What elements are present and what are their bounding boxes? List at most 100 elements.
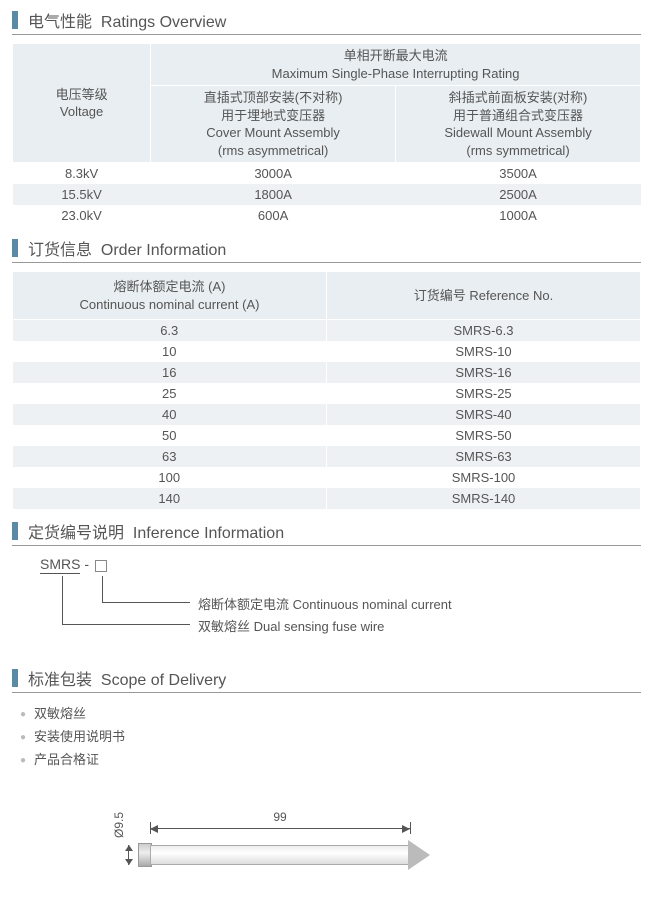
table-row: 16SMRS-16 (13, 362, 641, 383)
table-row: 140SMRS-140 (13, 488, 641, 509)
table-row: 6.3SMRS-6.3 (13, 320, 641, 342)
title-en: Scope of Delivery (101, 672, 226, 689)
table-cell: 25 (13, 383, 327, 404)
table-row: 50SMRS-50 (13, 425, 641, 446)
code-box-icon (95, 560, 107, 572)
table-cell: 1000A (396, 205, 641, 226)
delivery-list: 双敏熔丝安装使用说明书产品合格证 (20, 701, 641, 770)
table-cell: SMRS-16 (327, 362, 641, 383)
table-cell: 140 (13, 488, 327, 509)
col-side-l2: 用于普通组合式变压器 (402, 107, 634, 125)
length-dimension: 99 (150, 810, 410, 824)
table-row: 8.3kV3000A3500A (13, 163, 641, 185)
title-zh: 订货信息 (28, 242, 92, 259)
col-voltage-zh: 电压等级 (19, 86, 144, 104)
inference-label-1: 熔断体额定电流 Continuous nominal current (198, 594, 452, 613)
order-tbody: 6.3SMRS-6.310SMRS-1016SMRS-1625SMRS-2540… (13, 320, 641, 510)
table-cell: 3500A (396, 163, 641, 185)
section-header-delivery: 标准包装 Scope of Delivery (12, 666, 641, 693)
section-header-inference: 定货编号说明 Inference Information (12, 519, 641, 546)
header-top-zh: 单相开断最大电流 (157, 47, 634, 65)
table-row: 23.0kV600A1000A (13, 205, 641, 226)
header-top-en: Maximum Single-Phase Interrupting Rating (157, 65, 634, 83)
table-cell: 6.3 (13, 320, 327, 342)
diagram-line (102, 602, 190, 603)
table-row: 25SMRS-25 (13, 383, 641, 404)
inference-diagram: SMRS - 熔断体额定电流 Continuous nominal curren… (40, 556, 641, 646)
section-title: 定货编号说明 Inference Information (28, 519, 284, 543)
accent-bar-icon (12, 239, 18, 257)
dim-arrow-vertical (128, 845, 129, 865)
table-cell: 40 (13, 404, 327, 425)
table-row: 10SMRS-10 (13, 341, 641, 362)
title-zh: 电气性能 (28, 14, 92, 31)
diameter-dimension: Ø9.5 (112, 810, 126, 840)
col-cover-l2: 用于埋地式变压器 (157, 107, 389, 125)
diagram-line (102, 576, 103, 602)
accent-bar-icon (12, 522, 18, 540)
inference-code: SMRS - (40, 556, 641, 572)
ratings-table: 电压等级 Voltage 单相开断最大电流 Maximum Single-Pha… (12, 43, 641, 226)
table-cell: 8.3kV (13, 163, 151, 185)
fuse-body-icon (150, 845, 410, 865)
dim-arrow-horizontal (150, 828, 410, 829)
table-cell: 1800A (151, 184, 396, 205)
accent-bar-icon (12, 669, 18, 687)
table-cell: 15.5kV (13, 184, 151, 205)
title-en: Inference Information (133, 525, 284, 542)
accent-bar-icon (12, 11, 18, 29)
ratings-tbody: 8.3kV3000A3500A15.5kV1800A2500A23.0kV600… (13, 163, 641, 227)
table-row: 63SMRS-63 (13, 446, 641, 467)
col-side-l4: (rms symmetrical) (402, 142, 634, 160)
list-item: 双敏熔丝 (20, 701, 641, 724)
table-cell: 600A (151, 205, 396, 226)
table-cell: 23.0kV (13, 205, 151, 226)
table-cell: 10 (13, 341, 327, 362)
table-cell: SMRS-63 (327, 446, 641, 467)
table-cell: 2500A (396, 184, 641, 205)
order-col2: 订货编号 Reference No. (333, 287, 634, 305)
table-row: 15.5kV1800A2500A (13, 184, 641, 205)
table-cell: SMRS-100 (327, 467, 641, 488)
table-cell: 63 (13, 446, 327, 467)
list-item: 产品合格证 (20, 747, 641, 770)
diagram-line (62, 576, 63, 624)
title-zh: 定货编号说明 (28, 525, 124, 542)
col-side-l3: Sidewall Mount Assembly (402, 124, 634, 142)
table-cell: SMRS-50 (327, 425, 641, 446)
table-cell: 50 (13, 425, 327, 446)
table-cell: SMRS-40 (327, 404, 641, 425)
section-header-order: 订货信息 Order Information (12, 236, 641, 263)
col-side-l1: 斜插式前面板安装(对称) (402, 89, 634, 107)
order-table: 熔断体额定电流 (A) Continuous nominal current (… (12, 271, 641, 509)
col-cover-l1: 直插式顶部安装(不对称) (157, 89, 389, 107)
title-zh: 标准包装 (28, 672, 92, 689)
section-title: 标准包装 Scope of Delivery (28, 666, 226, 690)
code-dash: - (80, 556, 92, 572)
list-item: 安装使用说明书 (20, 724, 641, 747)
section-title: 订货信息 Order Information (28, 236, 226, 260)
table-cell: SMRS-25 (327, 383, 641, 404)
fuse-drawing: 99 Ø9.5 (100, 800, 480, 890)
dim-tick (410, 822, 411, 834)
order-col1-en: Continuous nominal current (A) (19, 296, 320, 314)
table-cell: SMRS-10 (327, 341, 641, 362)
code-prefix: SMRS (40, 556, 80, 574)
table-cell: 16 (13, 362, 327, 383)
section-header-ratings: 电气性能 Ratings Overview (12, 8, 641, 35)
col-cover-l4: (rms asymmetrical) (157, 142, 389, 160)
table-row: 100SMRS-100 (13, 467, 641, 488)
table-cell: SMRS-140 (327, 488, 641, 509)
section-title: 电气性能 Ratings Overview (28, 8, 226, 32)
title-en: Ratings Overview (101, 14, 226, 31)
table-cell: 3000A (151, 163, 396, 185)
inference-label-2: 双敏熔丝 Dual sensing fuse wire (198, 616, 384, 635)
col-cover-l3: Cover Mount Assembly (157, 124, 389, 142)
order-col1-zh: 熔断体额定电流 (A) (19, 278, 320, 296)
table-cell: 100 (13, 467, 327, 488)
table-cell: SMRS-6.3 (327, 320, 641, 342)
table-row: 40SMRS-40 (13, 404, 641, 425)
fuse-cone-icon (408, 840, 430, 870)
col-voltage-en: Voltage (19, 103, 144, 121)
diagram-line (62, 624, 190, 625)
